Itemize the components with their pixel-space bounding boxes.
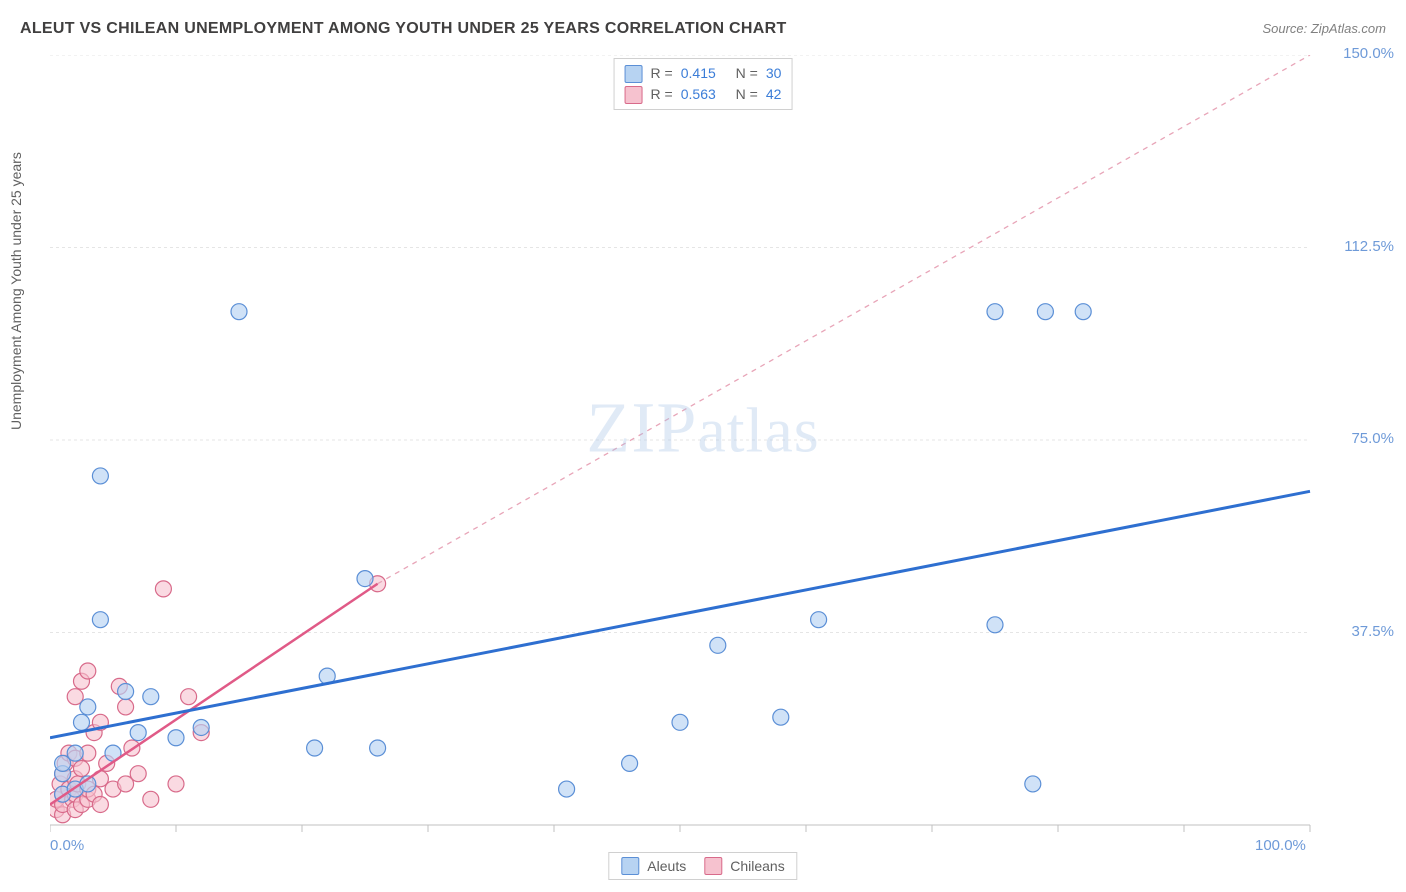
source-attribution: Source: ZipAtlas.com: [1262, 20, 1386, 38]
source-label: Source:: [1262, 21, 1310, 36]
y-tick-label: 150.0%: [1343, 45, 1394, 62]
chart-svg: [50, 55, 1386, 845]
chart-header: ALEUT VS CHILEAN UNEMPLOYMENT AMONG YOUT…: [20, 20, 1386, 38]
y-tick-label: 112.5%: [1344, 238, 1394, 255]
n-value: 42: [766, 84, 782, 105]
series-legend: Aleuts Chileans: [608, 852, 797, 880]
n-label: N =: [736, 63, 758, 84]
n-value: 30: [766, 63, 782, 84]
n-label: N =: [736, 84, 758, 105]
legend-item-chileans: Chileans: [704, 857, 784, 875]
r-value: 0.415: [681, 63, 716, 84]
x-tick-label: 100.0%: [1255, 837, 1306, 854]
swatch-icon: [704, 857, 722, 875]
y-tick-label: 75.0%: [1351, 430, 1394, 447]
r-value: 0.563: [681, 84, 716, 105]
r-label: R =: [651, 63, 673, 84]
chart-title: ALEUT VS CHILEAN UNEMPLOYMENT AMONG YOUT…: [20, 20, 787, 38]
swatch-icon: [625, 65, 643, 83]
legend-label: Chileans: [730, 858, 784, 874]
source-name: ZipAtlas.com: [1311, 21, 1386, 36]
r-label: R =: [651, 84, 673, 105]
legend-label: Aleuts: [647, 858, 686, 874]
legend-row-aleuts: R = 0.415 N = 30: [625, 63, 782, 84]
legend-row-chileans: R = 0.563 N = 42: [625, 84, 782, 105]
swatch-icon: [625, 86, 643, 104]
correlation-legend: R = 0.415 N = 30 R = 0.563 N = 42: [614, 58, 793, 110]
legend-item-aleuts: Aleuts: [621, 857, 686, 875]
y-axis-title: Unemployment Among Youth under 25 years: [8, 152, 24, 430]
swatch-icon: [621, 857, 639, 875]
y-tick-label: 37.5%: [1351, 623, 1394, 640]
scatter-chart: [50, 55, 1386, 845]
x-tick-label: 0.0%: [50, 837, 84, 854]
